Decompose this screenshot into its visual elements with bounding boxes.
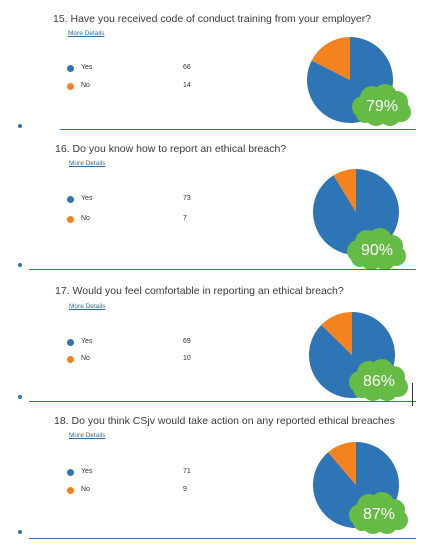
legend-yes-count: 73 — [183, 195, 191, 202]
bullet-marker — [18, 530, 22, 534]
legend-no-marker — [67, 216, 74, 223]
percent-label: 86% — [363, 373, 395, 390]
pie-chart: 86% — [308, 312, 408, 401]
percent-label: 90% — [361, 242, 393, 259]
legend-yes-marker — [67, 339, 74, 346]
more-details-link[interactable]: More Details — [69, 303, 106, 310]
question-title: 17. Would you feel comfortable in report… — [55, 285, 344, 297]
question-title: 15. Have you received code of conduct tr… — [53, 13, 372, 25]
legend-no-label: No — [81, 486, 90, 493]
percent-cloud-badge: 79% — [352, 84, 411, 126]
pie-slice-no — [311, 37, 350, 80]
legend-yes-count: 69 — [183, 338, 191, 345]
cloud-puff — [361, 235, 391, 265]
bullet-marker — [18, 124, 22, 128]
question-panel: 18. Do you think CSjv would take action … — [0, 405, 427, 544]
legend-no-count: 7 — [183, 215, 187, 222]
percent-label: 79% — [366, 98, 398, 115]
question-panel: 17. Would you feel comfortable in report… — [0, 275, 427, 407]
legend-no-count: 9 — [183, 486, 187, 493]
section-divider — [60, 129, 416, 130]
pie-chart: 90% — [313, 169, 406, 270]
percent-cloud-badge: 87% — [349, 492, 408, 534]
legend-no-count: 14 — [183, 82, 191, 89]
percent-cloud-badge: 86% — [349, 359, 408, 401]
legend-yes-marker — [67, 65, 74, 72]
more-details-link[interactable]: More Details — [69, 432, 106, 439]
legend-yes-label: Yes — [81, 338, 93, 345]
legend-yes-marker — [67, 469, 74, 476]
cloud-puff — [366, 91, 396, 121]
question-panel: 15. Have you received code of conduct tr… — [0, 0, 427, 135]
pie-slice-no — [328, 442, 356, 485]
percent-label: 87% — [363, 506, 395, 523]
cloud-puff — [363, 499, 393, 529]
legend-no-label: No — [81, 215, 90, 222]
more-details-link[interactable]: More Details — [68, 30, 105, 37]
legend-yes-label: Yes — [81, 468, 93, 475]
legend-no-count: 10 — [183, 355, 191, 362]
legend-no-label: No — [81, 82, 90, 89]
pie-chart: 87% — [313, 442, 408, 534]
cloud-puff — [363, 366, 393, 396]
section-divider — [29, 269, 416, 270]
legend-no-marker — [67, 83, 74, 90]
divider-tick — [412, 383, 413, 406]
pie-chart: 79% — [306, 37, 411, 126]
section-divider — [29, 538, 416, 539]
legend-yes-count: 66 — [183, 64, 191, 71]
question-panel: 16. Do you know how to report an ethical… — [0, 140, 427, 275]
pie-slice-no — [321, 312, 352, 355]
percent-cloud-badge: 90% — [347, 228, 406, 270]
legend-yes-label: Yes — [81, 195, 93, 202]
legend-no-marker — [67, 356, 74, 363]
legend-yes-label: Yes — [81, 64, 93, 71]
question-title: 18. Do you think CSjv would take action … — [54, 415, 395, 427]
legend-no-label: No — [81, 355, 90, 362]
section-divider — [29, 401, 416, 402]
legend-no-marker — [67, 487, 74, 494]
bullet-marker — [18, 395, 22, 399]
question-title: 16. Do you know how to report an ethical… — [55, 143, 287, 155]
pie-slice-no — [333, 169, 356, 212]
legend-yes-marker — [67, 196, 74, 203]
more-details-link[interactable]: More Details — [69, 160, 106, 167]
bullet-marker — [18, 263, 22, 267]
legend-yes-count: 71 — [183, 468, 191, 475]
